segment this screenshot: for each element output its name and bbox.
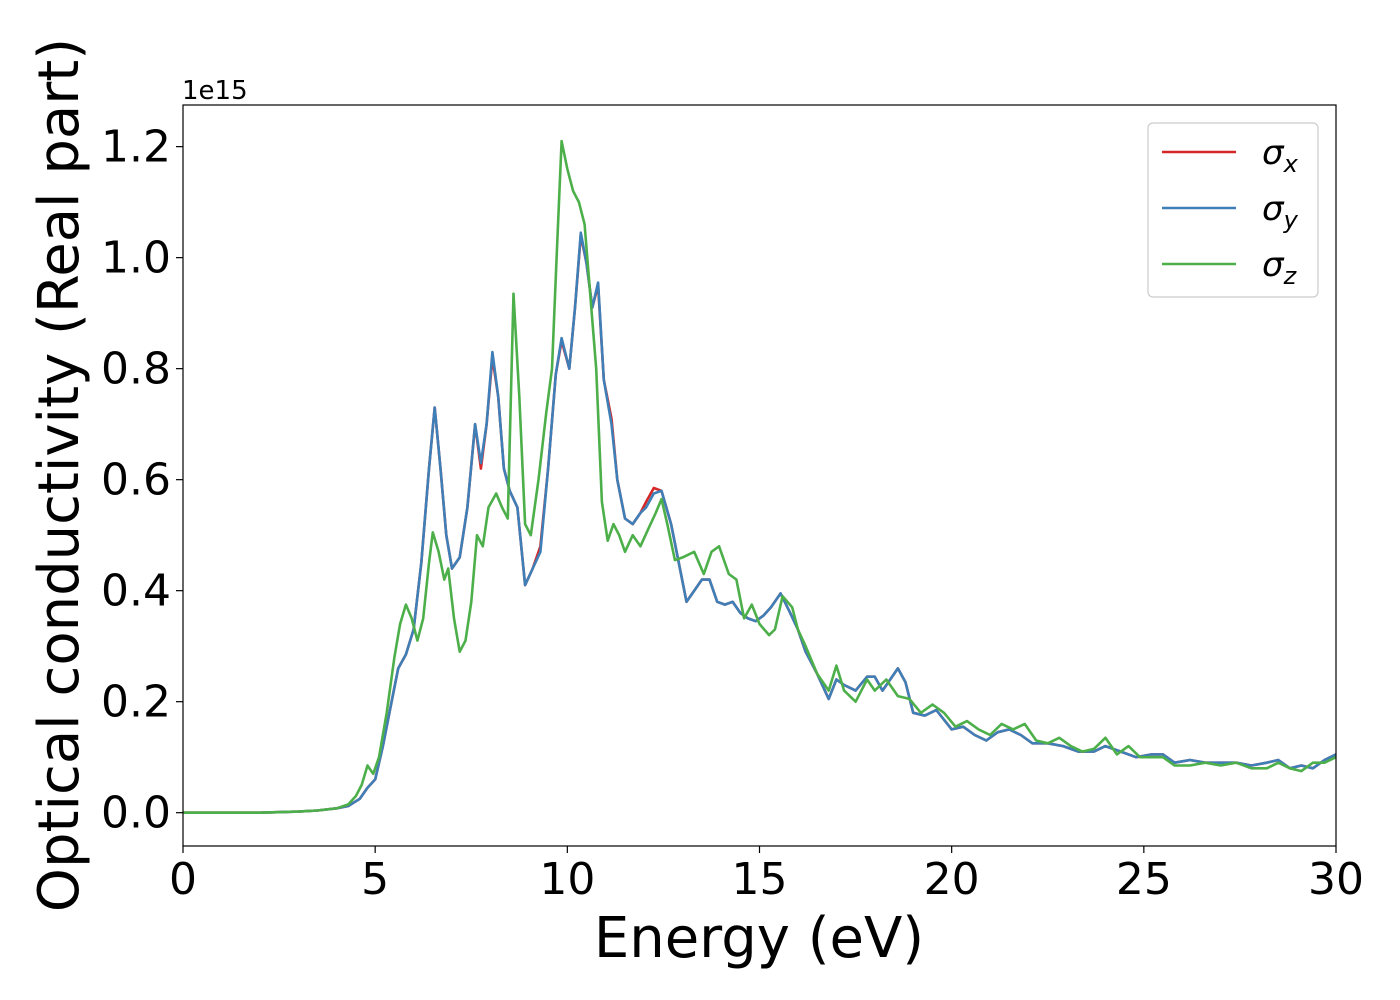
y-tick-label: 1.2 [101,122,171,173]
y-tick-label: 1.0 [101,233,171,284]
y-axis-label: Optical conductivity (Real part) [27,38,92,912]
x-tick-label: 25 [1116,854,1172,905]
y-tick-label: 0.8 [101,344,171,395]
x-tick-label: 15 [732,854,788,905]
y-tick-label: 0.0 [101,788,171,839]
x-tick-label: 10 [539,854,595,905]
y-tick-label: 0.2 [101,677,171,728]
x-axis-label: Energy (eV) [594,906,924,971]
legend: σx σy σz [1147,122,1319,298]
series-line-x [183,234,1336,814]
legend-label-x: σx [1262,133,1299,178]
y-tick-label: 0.4 [101,566,171,617]
axes: 0 5 10 15 20 25 30 0.0 0.2 0.4 0.6 0.8 1.0 1.2 [101,104,1364,905]
series-line-z [183,139,1336,814]
plot-area [183,139,1336,814]
legend-box [1147,122,1319,298]
x-tick-label: 30 [1308,854,1364,905]
x-tick-label: 5 [361,854,389,905]
series-line-y [183,231,1336,814]
y-offset-text: 1e15 [182,76,248,106]
x-tick-label: 0 [169,854,197,905]
y-tick-label: 0.6 [101,455,171,506]
legend-label-y: σy [1262,189,1299,234]
x-tick-label: 20 [924,854,980,905]
legend-label-z: σz [1262,245,1298,290]
